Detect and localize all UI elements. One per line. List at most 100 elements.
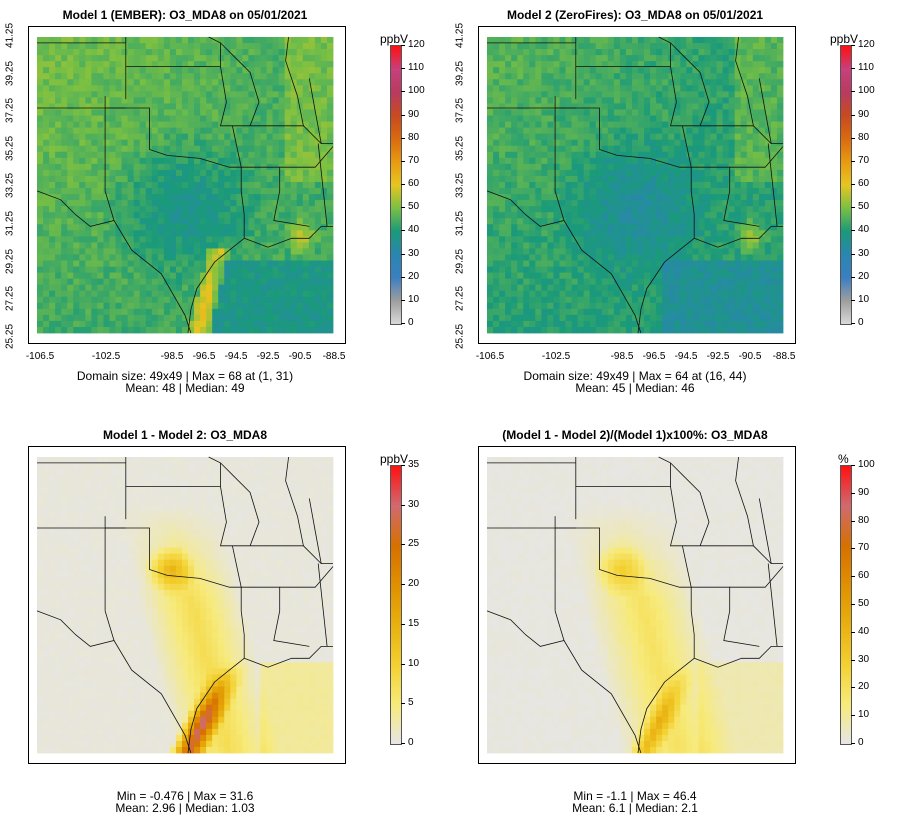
grid-cell: [505, 97, 512, 104]
grid-cell: [758, 284, 766, 292]
grid-cell: [517, 278, 524, 286]
grid-cell: [722, 139, 730, 147]
grid-cell: [656, 278, 663, 286]
grid-cell: [589, 242, 597, 249]
grid-cell: [151, 103, 159, 110]
grid-cell: [650, 43, 657, 50]
colorbar-tick-label: 110: [858, 62, 874, 74]
grid-cell: [91, 206, 98, 213]
grid-cell: [236, 175, 243, 183]
grid-cell: [212, 212, 219, 219]
grid-cell: [547, 61, 554, 68]
grid-cell: [181, 278, 189, 286]
grid-cell: [266, 200, 273, 207]
grid-cell: [728, 314, 736, 322]
grid-cell: [547, 290, 554, 298]
grid-cell: [619, 278, 627, 286]
grid-cell: [320, 121, 328, 129]
grid-cell: [157, 145, 165, 153]
grid-cell: [487, 308, 494, 316]
grid-cell: [511, 79, 518, 86]
grid-cell: [103, 163, 110, 171]
grid-cell: [181, 109, 189, 116]
grid-cell: [157, 248, 165, 255]
grid-cell: [163, 266, 171, 273]
grid-cell: [535, 103, 542, 110]
grid-cell: [194, 260, 201, 267]
grid-cell: [764, 266, 772, 273]
grid-cell: [169, 133, 177, 141]
grid-cell: [73, 224, 80, 231]
grid-cell: [650, 254, 657, 261]
grid-cell: [752, 278, 760, 286]
grid-cell: [589, 296, 597, 304]
grid-cell: [625, 109, 633, 116]
grid-cell: [218, 85, 225, 92]
grid-cell: [151, 145, 159, 153]
grid-cell: [55, 109, 62, 116]
grid-cell: [212, 103, 219, 110]
grid-cell: [200, 163, 207, 171]
grid-cell: [188, 260, 195, 267]
grid-cell: [746, 290, 754, 298]
grid-cell: [595, 326, 603, 334]
grid-cell: [242, 278, 249, 286]
grid-cell: [595, 308, 603, 316]
grid-cell: [320, 97, 328, 104]
grid-cell: [326, 248, 334, 255]
grid-cell: [200, 127, 207, 135]
grid-cell: [619, 260, 627, 267]
grid-cell: [704, 67, 711, 74]
grid-cell: [722, 43, 730, 50]
grid-cell: [577, 133, 585, 141]
grid-cell: [656, 188, 663, 195]
grid-cell: [278, 157, 286, 165]
grid-cell: [49, 224, 56, 231]
grid-cell: [595, 314, 603, 322]
grid-cell: [85, 320, 92, 328]
grid-cell: [577, 254, 585, 261]
grid-cell: [571, 61, 579, 68]
grid-cell: [601, 188, 609, 195]
grid-cell: [103, 127, 110, 135]
grid-cell: [169, 194, 177, 201]
grid-cell: [194, 49, 201, 56]
grid-cell: [607, 175, 615, 183]
grid-cell: [97, 188, 104, 195]
grid-cell: [716, 181, 723, 189]
grid-cell: [49, 242, 56, 249]
grid-cell: [505, 115, 512, 122]
grid-cell: [583, 284, 591, 292]
grid-cell: [668, 115, 675, 122]
grid-cell: [698, 194, 705, 201]
grid-cell: [583, 314, 591, 322]
grid-cell: [248, 127, 255, 135]
grid-cell: [320, 314, 328, 322]
grid-cell: [607, 254, 615, 261]
grid-cell: [547, 103, 554, 110]
grid-cell: [692, 230, 699, 237]
grid-cell: [559, 200, 566, 207]
grid-cell: [613, 290, 621, 298]
grid-cell: [565, 206, 572, 213]
grid-cell: [67, 115, 74, 122]
grid-cell: [722, 320, 730, 328]
grid-cell: [674, 326, 681, 334]
state-boundary: [232, 125, 245, 239]
grid-cell: [296, 248, 304, 255]
grid-cell: [499, 85, 506, 92]
grid-cell: [595, 242, 603, 249]
grid-cell: [43, 73, 50, 80]
grid-cell: [218, 133, 225, 141]
grid-cell: [236, 139, 243, 147]
grid-cell: [650, 236, 657, 243]
grid-cell: [218, 181, 225, 189]
grid-cell: [517, 212, 524, 219]
grid-cell: [589, 157, 597, 165]
grid-cell: [644, 55, 651, 62]
grid-cell: [79, 181, 86, 189]
grid-cell: [740, 278, 748, 286]
grid-cell: [194, 296, 201, 304]
grid-cell: [493, 55, 500, 62]
grid-cell: [487, 103, 494, 110]
